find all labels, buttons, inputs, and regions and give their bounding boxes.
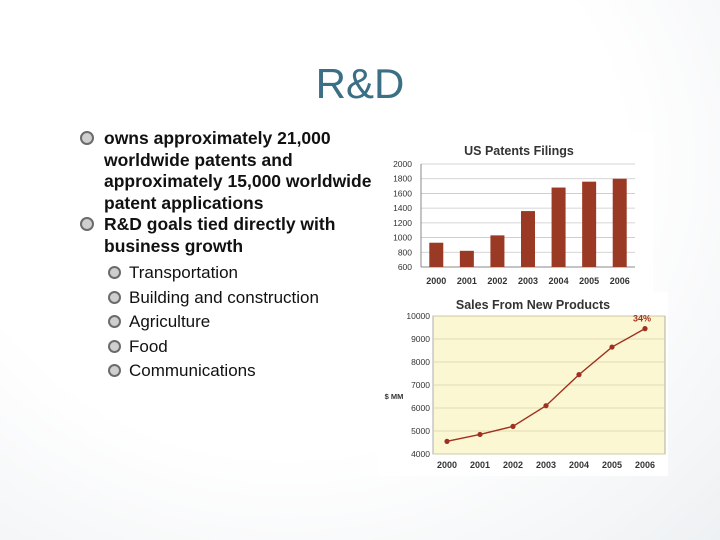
y-tick-label: 10000 (406, 311, 430, 321)
bar (521, 211, 535, 267)
data-point (477, 431, 483, 438)
bullet-item: owns approximately 21,000 worldwide pate… (78, 128, 378, 214)
sub-bullet-item: Building and construction (104, 288, 378, 308)
patents-bar-chart-svg: US Patents Filings 600 800 1000 1200 1400 1600… (393, 144, 635, 286)
sub-bullet-text: Agriculture (129, 312, 211, 331)
data-point (444, 438, 450, 444)
bar (612, 178, 627, 267)
x-tick-label: 2003 (518, 276, 538, 286)
y-tick-label: 600 (398, 262, 412, 272)
data-point (576, 372, 582, 378)
y-tick-label: 1800 (393, 174, 412, 184)
bullet-dot-icon (80, 217, 94, 231)
chart-title: US Patents Filings (464, 144, 574, 158)
bullet-item: R&D goals tied directly with business gr… (78, 214, 378, 381)
slide-title: R&D (315, 60, 405, 107)
y-axis-label: $ MM (385, 392, 404, 401)
bullet-dot-icon (108, 364, 121, 377)
x-tick-label: 2005 (579, 276, 599, 286)
data-point (642, 326, 648, 332)
x-tick-label: 2000 (426, 276, 446, 286)
bullet-list: owns approximately 21,000 worldwide pate… (78, 128, 378, 386)
bar (429, 242, 444, 267)
bullet-dot-icon (108, 290, 121, 304)
patents-bar-chart: US Patents Filings 600 800 1000 1200 1400 1600… (385, 134, 653, 296)
y-tick-label: 8000 (411, 357, 430, 367)
sales-line-chart: Sales From New Products 4000 5000 6000 7000 8… (378, 292, 668, 476)
bar (459, 250, 474, 267)
chart-title: Sales From New Products (456, 298, 610, 312)
y-tick-label: 1200 (393, 218, 412, 228)
bullet-dot-icon (80, 131, 94, 145)
y-tick-label: 6000 (411, 403, 430, 413)
x-tick-label: 2001 (470, 460, 490, 470)
y-tick-label: 1000 (393, 233, 412, 243)
sub-bullet-item: Agriculture (104, 312, 378, 332)
x-tick-label: 2003 (536, 460, 556, 470)
sales-line-chart-svg: Sales From New Products 4000 5000 6000 7000 8… (385, 298, 666, 470)
x-tick-label: 2006 (610, 276, 630, 286)
x-tick-label: 2000 (437, 460, 457, 470)
x-tick-label: 2002 (487, 276, 507, 286)
data-point (609, 344, 615, 350)
x-tick-label: 2006 (635, 460, 655, 470)
bullet-dot-icon (108, 266, 121, 279)
sub-bullet-item: Food (104, 337, 378, 357)
sub-bullet-list: Transportation Building and construction… (104, 263, 378, 381)
bar (551, 187, 566, 267)
sub-bullet-item: Transportation (104, 263, 378, 283)
x-tick-label: 2004 (549, 276, 569, 286)
sub-bullet-text: Transportation (129, 263, 238, 282)
y-tick-label: 7000 (411, 380, 430, 390)
data-point (510, 423, 516, 429)
x-tick-label: 2001 (457, 276, 477, 286)
x-tick-label: 2005 (602, 460, 622, 470)
x-tick-label: 2002 (503, 460, 523, 470)
annotation-label: 34% (633, 314, 651, 324)
y-tick-label: 5000 (411, 426, 430, 436)
bar (490, 235, 505, 267)
y-tick-label: 800 (398, 247, 412, 257)
sub-bullet-item: Communications (104, 361, 378, 381)
y-tick-label: 4000 (411, 449, 430, 459)
bullet-text: owns approximately 21,000 worldwide pate… (104, 128, 372, 213)
sub-bullet-text: Building and construction (129, 287, 319, 307)
bullet-dot-icon (108, 315, 121, 328)
sub-bullet-text: Communications (129, 361, 256, 380)
y-tick-label: 2000 (393, 159, 412, 169)
x-tick-label: 2004 (569, 460, 589, 470)
sub-bullet-text: Food (129, 336, 168, 356)
data-point (543, 403, 549, 409)
y-tick-label: 9000 (411, 334, 430, 344)
bullet-dot-icon (108, 339, 121, 353)
bar (582, 181, 597, 267)
y-tick-label: 1400 (393, 203, 412, 213)
bullet-text: R&D goals tied directly with business gr… (104, 214, 336, 256)
y-tick-label: 1600 (393, 188, 412, 198)
